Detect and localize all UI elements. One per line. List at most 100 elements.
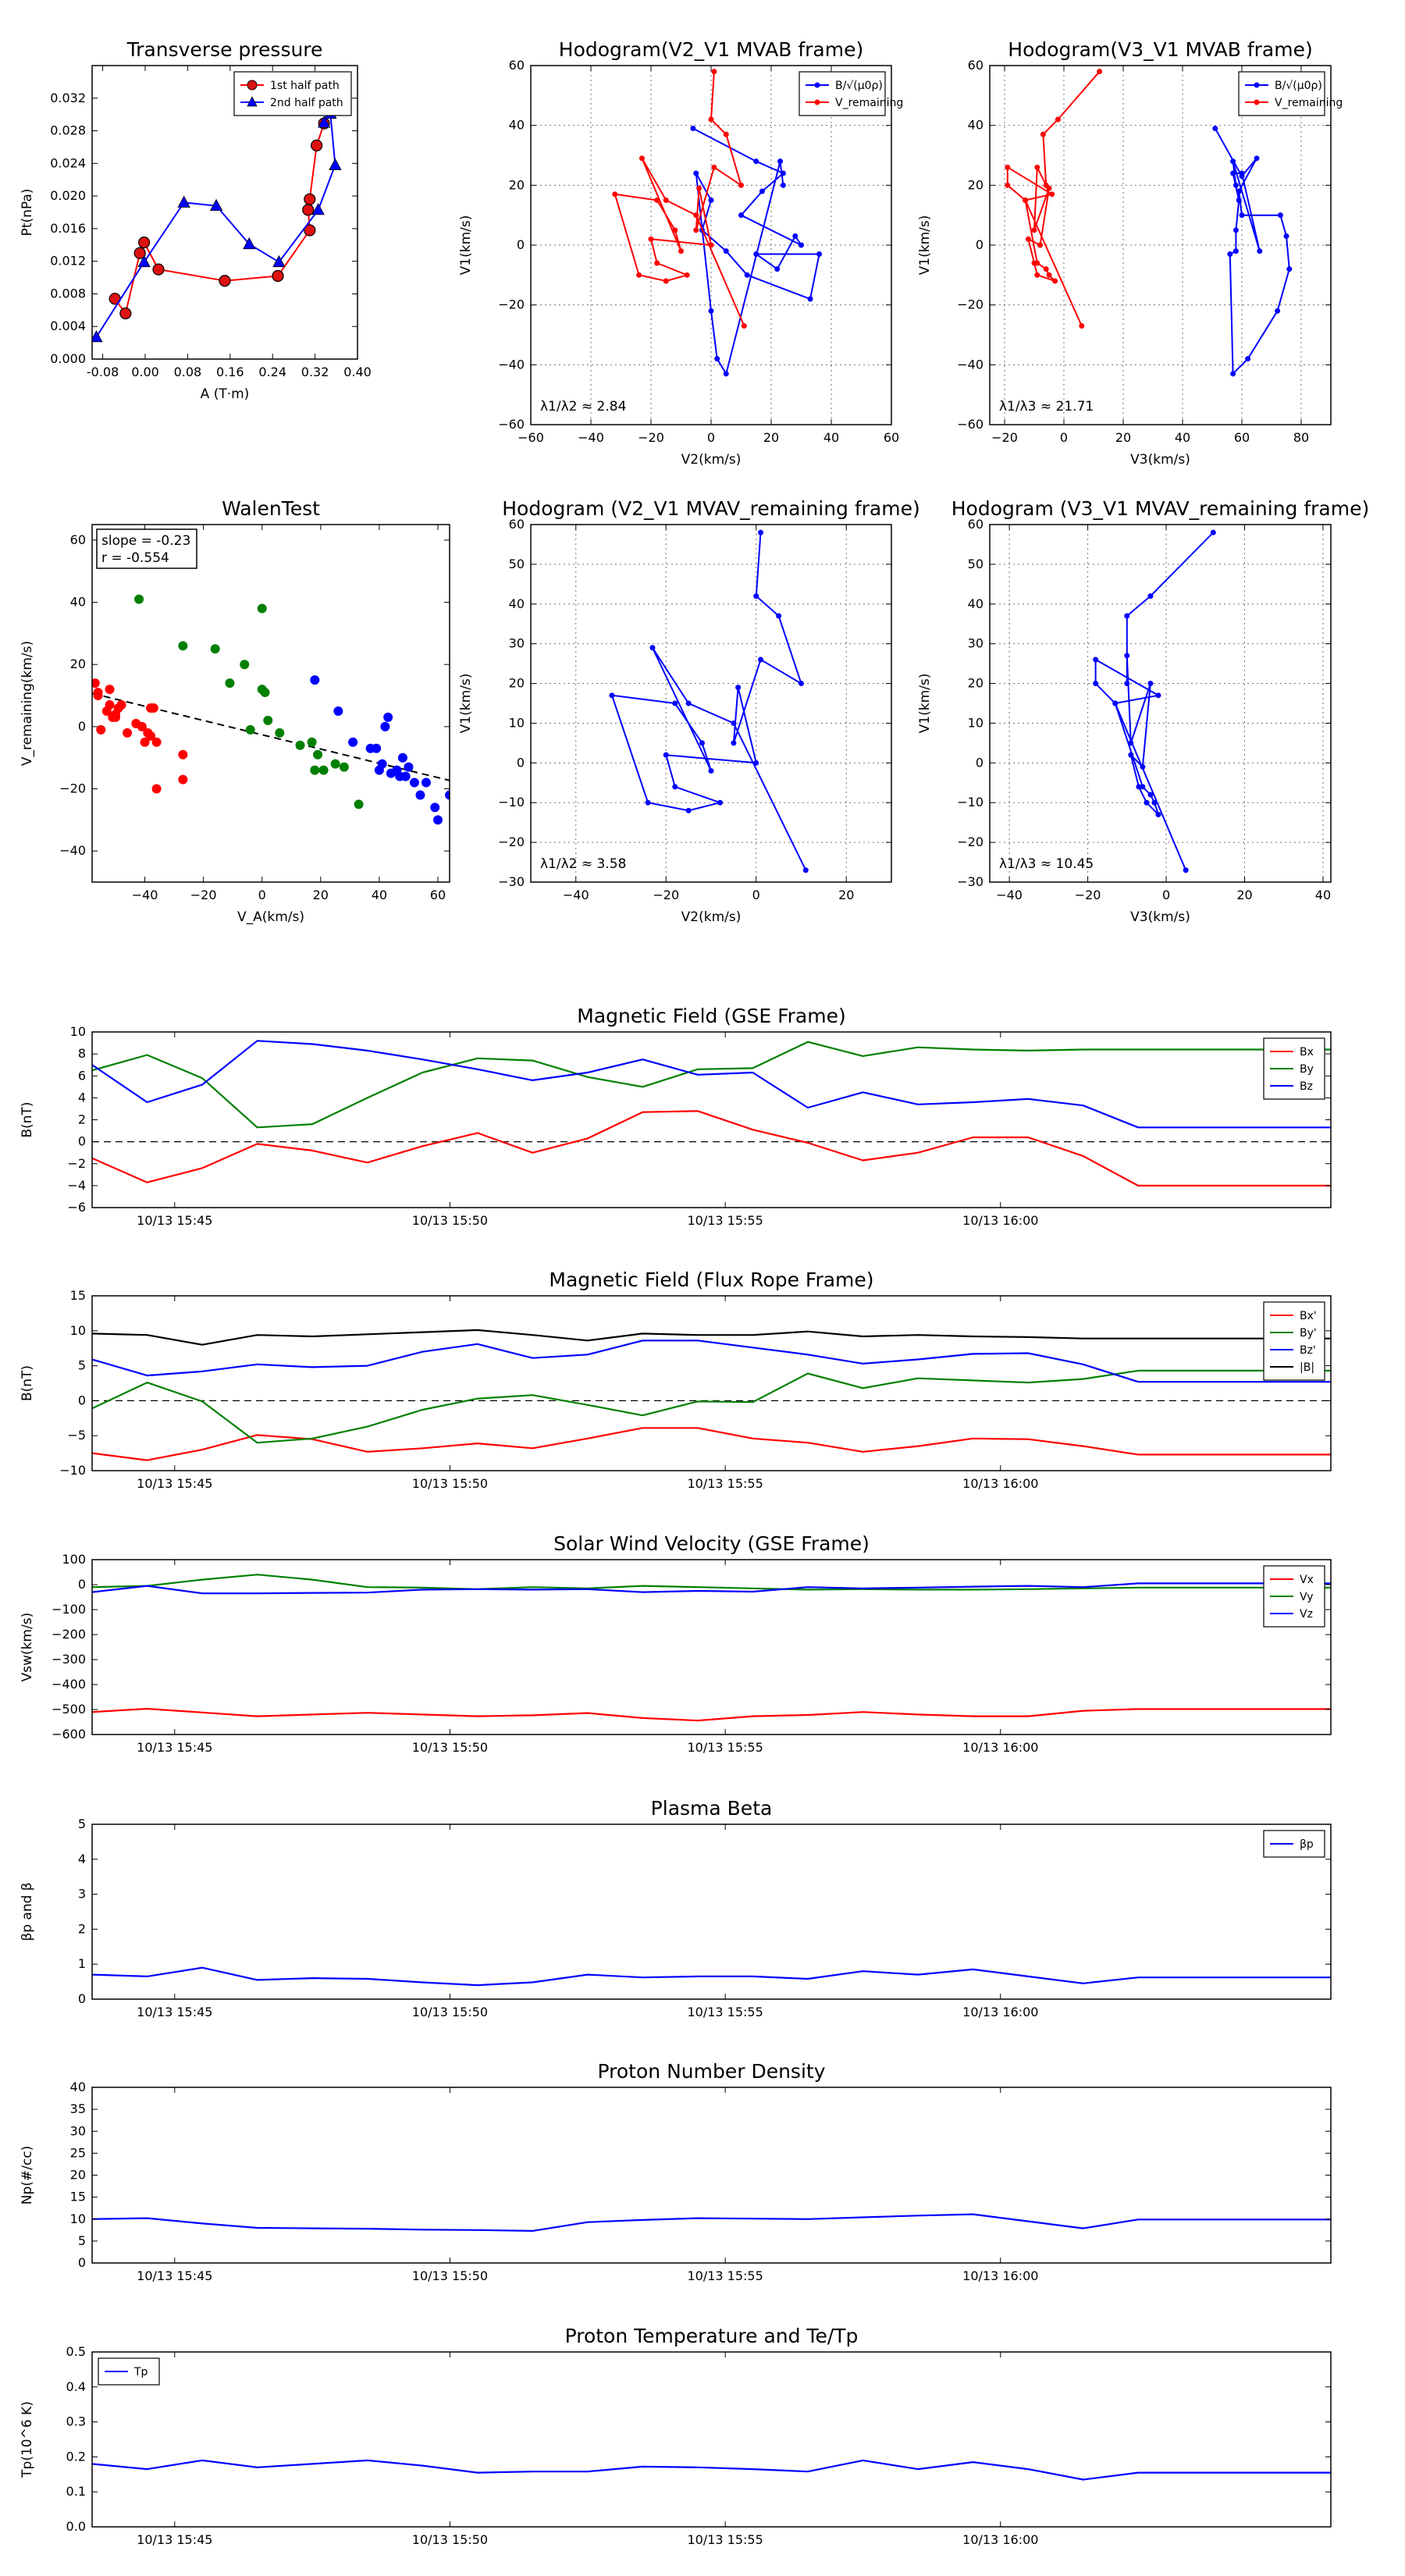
data-point (432, 815, 443, 825)
legend-label: 2nd half path (270, 97, 343, 109)
x-axis-label: A (T·m) (201, 386, 250, 402)
data-point (708, 768, 714, 774)
y-tick-label: 20 (70, 2168, 86, 2183)
data-point (638, 155, 645, 162)
plot-area (92, 2213, 1331, 2232)
x-tick-label: 10/13 15:50 (412, 1740, 488, 1755)
y-tick-label: 0.0 (66, 2519, 86, 2534)
y-tick-label: 0.020 (50, 188, 86, 203)
x-tick-label: −40 (132, 888, 158, 902)
data-point (380, 721, 390, 731)
chart-walen: −40 −20 0 20 40 60 −40 −20 0 20 40 60 WalenTest V_A(k… (20, 497, 450, 925)
data-point (302, 204, 315, 216)
x-tick-label: 0 (707, 430, 715, 445)
data-point (1147, 681, 1154, 687)
data-point (311, 203, 325, 215)
y-axis-label: V_remaining(km/s) (20, 641, 35, 766)
data-point (1031, 227, 1037, 233)
data-point (684, 272, 690, 278)
data-point (696, 185, 702, 191)
y-tick-label: 30 (70, 2123, 86, 2138)
x-tick-label: 40 (372, 888, 387, 902)
plot-area (92, 1574, 1331, 1722)
x-axis-label: V3(km/s) (1130, 909, 1190, 925)
data-point (654, 260, 660, 266)
data-point (1155, 692, 1161, 699)
series-line-1 (92, 1369, 1331, 1444)
data-point (792, 233, 799, 239)
data-point (1112, 700, 1119, 706)
data-point (152, 263, 165, 276)
plot-area (612, 69, 823, 377)
series-line-0 (92, 1966, 1331, 1987)
y-tick-label: −10 (59, 1463, 86, 1478)
y-tick-label: 60 (509, 58, 525, 73)
data-point (304, 193, 316, 205)
y-tick-label: 40 (968, 118, 984, 133)
data-point (1277, 212, 1283, 219)
data-point (1140, 763, 1146, 770)
x-tick-label: 80 (1293, 430, 1309, 445)
data-point (146, 703, 156, 713)
data-point (759, 188, 765, 194)
data-point (780, 182, 786, 188)
data-point (137, 254, 151, 268)
legend-label: V_remaining (1275, 97, 1343, 109)
data-point (243, 237, 256, 250)
y-tick-label: 6 (78, 1068, 86, 1083)
data-point (317, 116, 331, 128)
data-point (1275, 308, 1281, 314)
data-point (672, 784, 678, 790)
chart-title: Proton Temperature and Te/Tp (565, 2325, 859, 2347)
x-tick-label: 10/13 15:55 (687, 1213, 763, 1228)
data-point (272, 254, 286, 268)
legend-marker (814, 82, 820, 88)
data-point (799, 242, 804, 248)
data-point (1005, 164, 1011, 170)
series-line-3 (92, 1329, 1331, 1346)
x-tick-label: 10/13 16:00 (962, 2005, 1038, 2019)
y-tick-label: 0.028 (50, 123, 86, 138)
data-point (1023, 197, 1029, 203)
y-tick-label: −20 (59, 781, 86, 796)
data-point (1232, 248, 1239, 254)
data-point (339, 762, 349, 772)
data-point (753, 593, 759, 600)
data-point (178, 749, 188, 760)
chart-title: Transverse pressure (126, 38, 323, 61)
data-point (1136, 784, 1142, 790)
data-point (1147, 792, 1154, 798)
data-point (92, 678, 100, 688)
data-point (245, 724, 255, 735)
data-point (780, 170, 786, 176)
y-tick-label: 40 (968, 596, 984, 611)
y-tick-label: 10 (968, 715, 984, 730)
data-point (1227, 251, 1233, 257)
y-tick-label: 20 (968, 177, 984, 192)
chart-np: 10/13 15:45 10/13 15:50 10/13 15:55 10/13 1… (20, 2060, 1332, 2283)
data-point (310, 765, 320, 775)
legend-label: βp (1300, 1838, 1314, 1851)
data-point (1124, 653, 1130, 659)
data-point (348, 737, 358, 747)
data-point (151, 784, 162, 794)
y-tick-label: 100 (62, 1552, 86, 1567)
y-tick-label: −200 (52, 1627, 86, 1642)
y-tick-label: 15 (70, 2190, 86, 2204)
y-tick-label: 5 (78, 1358, 86, 1373)
x-tick-label: 10/13 15:50 (412, 1476, 488, 1491)
chart-title: WalenTest (222, 497, 320, 520)
y-tick-label: 0.3 (66, 2414, 86, 2429)
data-point (758, 529, 764, 535)
x-tick-label: 10/13 15:50 (412, 2532, 488, 2547)
legend-label: Bz' (1300, 1344, 1316, 1357)
data-point (663, 752, 669, 758)
data-point (816, 251, 823, 257)
x-axis-label: V2(km/s) (681, 909, 742, 925)
legend-box (799, 71, 886, 116)
legend-marker (247, 96, 258, 107)
data-point (738, 212, 744, 219)
data-point (134, 594, 144, 604)
data-point (119, 307, 132, 320)
